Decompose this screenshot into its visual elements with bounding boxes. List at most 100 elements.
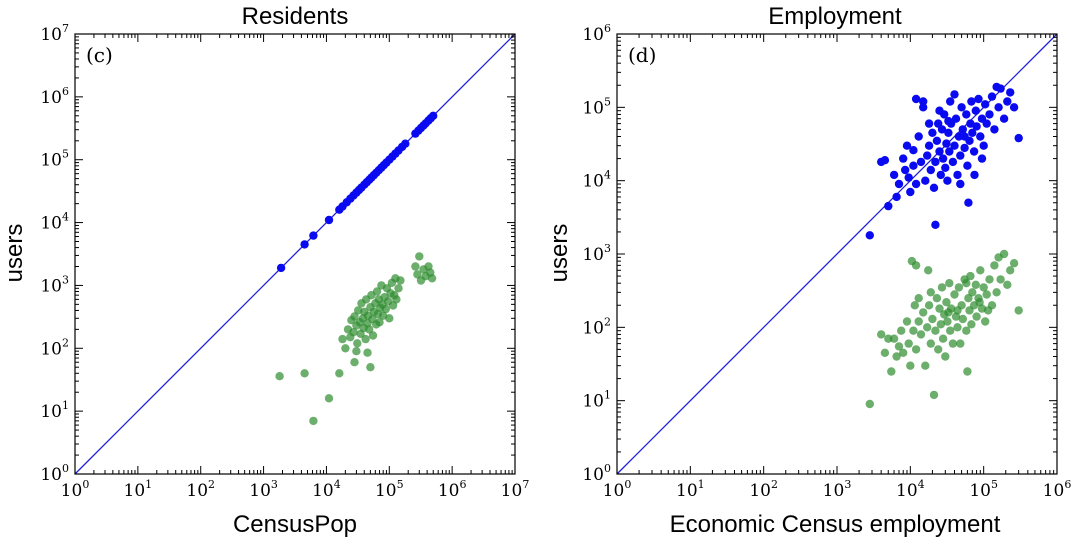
scatter-point-green <box>904 339 913 348</box>
tick-base: 10 <box>969 481 991 501</box>
scatter-point-green <box>1003 280 1012 289</box>
scatter-point-blue <box>962 110 971 119</box>
scatter-point-green <box>962 326 971 335</box>
y-tick-label: 107 <box>40 22 69 45</box>
scatter-point-green <box>385 314 394 323</box>
tick-base: 10 <box>823 481 845 501</box>
chart-title: Residents <box>242 3 349 30</box>
x-tick-label: 100 <box>61 478 90 501</box>
y-tick-label: 104 <box>40 211 69 234</box>
x-tick-label: 105 <box>375 478 404 501</box>
tick-base: 10 <box>582 392 604 412</box>
scatter-point-blue <box>899 154 908 163</box>
scatter-point-green <box>894 342 904 351</box>
scatter-point-blue <box>916 157 926 167</box>
tick-exponent: 0 <box>624 478 631 491</box>
scatter-point-blue <box>926 165 935 175</box>
scatter-point-blue <box>919 97 928 106</box>
tick-exponent: 7 <box>62 22 69 35</box>
scatter-point-blue <box>924 141 934 150</box>
scatter-point-blue <box>935 106 944 115</box>
scatter-point-green <box>967 320 976 329</box>
scatter-point-green <box>1009 259 1019 268</box>
scatter-point-blue <box>948 157 958 167</box>
scatter-point-blue <box>970 170 979 180</box>
scatter-point-blue <box>950 141 959 150</box>
y-tick-label: 102 <box>40 336 69 359</box>
x-tick-label: 100 <box>603 478 632 501</box>
tick-exponent: 4 <box>334 478 341 491</box>
tick-base: 10 <box>501 481 523 501</box>
scatter-point-green <box>897 326 906 335</box>
x-tick-label: 105 <box>969 478 998 501</box>
scatter-point-green <box>363 348 372 357</box>
scatter-point-blue <box>919 103 928 112</box>
scatter-point-green <box>929 390 939 400</box>
scatter-point-green <box>309 416 318 426</box>
scatter-point-blue <box>960 132 969 141</box>
panel-residents: Residents CensusPop users 100 101 102 103 10… <box>1 3 529 538</box>
y-tick-label: 103 <box>40 273 69 296</box>
scatter-point-green <box>884 334 893 343</box>
y-tick-label: 101 <box>582 389 611 412</box>
scatter-point-green <box>375 318 384 327</box>
scatter-point-green <box>341 344 350 353</box>
tick-base: 10 <box>186 481 208 501</box>
scatter-point-green <box>958 314 967 324</box>
x-axis-label: Economic Census employment <box>670 511 1001 538</box>
x-tick-label: 104 <box>312 478 341 501</box>
scatter-point-blue <box>953 170 962 180</box>
scatter-point-blue <box>1003 97 1012 106</box>
tick-base: 10 <box>749 481 771 501</box>
tick-exponent: 2 <box>208 478 215 491</box>
scatter-point-green <box>942 298 951 307</box>
scatter-point-green <box>932 294 942 303</box>
tick-exponent: 5 <box>604 95 611 108</box>
scatter-point-green <box>924 266 933 275</box>
tick-exponent: 3 <box>604 242 611 255</box>
scatter-point-blue <box>880 156 890 165</box>
scatter-point-green <box>966 271 975 281</box>
tick-base: 10 <box>249 481 271 501</box>
scatter-point-blue <box>911 179 921 189</box>
x-tick-label: 101 <box>124 478 153 501</box>
scatter-point-blue <box>963 161 972 170</box>
scatter-point-blue <box>935 147 944 156</box>
scatter-point-green <box>990 261 999 270</box>
scatter-point-green <box>353 339 362 348</box>
scatter-point-green <box>394 284 403 293</box>
scatter-point-blue <box>941 163 950 172</box>
scatter-point-blue <box>865 231 874 240</box>
scatter-point-green <box>916 330 926 339</box>
scatter-point-green <box>968 288 977 297</box>
tick-exponent: 3 <box>844 478 851 491</box>
y-tick-label: 105 <box>582 95 611 118</box>
scatter-point-green <box>413 270 422 279</box>
tick-exponent: 2 <box>604 315 611 328</box>
scatter-point-blue <box>994 103 1003 112</box>
scatter-point-green <box>350 312 359 321</box>
scatter-point-green <box>934 345 943 354</box>
scatter-point-blue <box>971 106 980 115</box>
tick-exponent: 3 <box>271 478 278 491</box>
scatter-point-green <box>983 306 993 315</box>
y-tick-label: 100 <box>40 462 69 485</box>
scatter-point-blue <box>928 128 937 137</box>
x-tick-label: 101 <box>676 478 705 501</box>
scatter-point-green <box>335 369 344 378</box>
tick-base: 10 <box>375 481 397 501</box>
scatter-point-blue <box>929 183 939 192</box>
scatter-point-blue <box>938 154 948 163</box>
scatter-point-green <box>944 308 953 317</box>
scatter-point-blue <box>982 119 991 128</box>
tick-exponent: 6 <box>62 85 69 98</box>
scatter-point-green <box>935 304 944 313</box>
scatter-point-green <box>411 262 420 271</box>
scatter-point-blue <box>972 122 981 131</box>
tick-base: 10 <box>40 402 62 422</box>
scatter-point-blue <box>892 192 901 202</box>
scatter-point-green <box>911 345 921 354</box>
scatter-point-green <box>899 348 908 357</box>
scatter-point-green <box>946 326 955 335</box>
scatter-point-green <box>361 334 370 344</box>
